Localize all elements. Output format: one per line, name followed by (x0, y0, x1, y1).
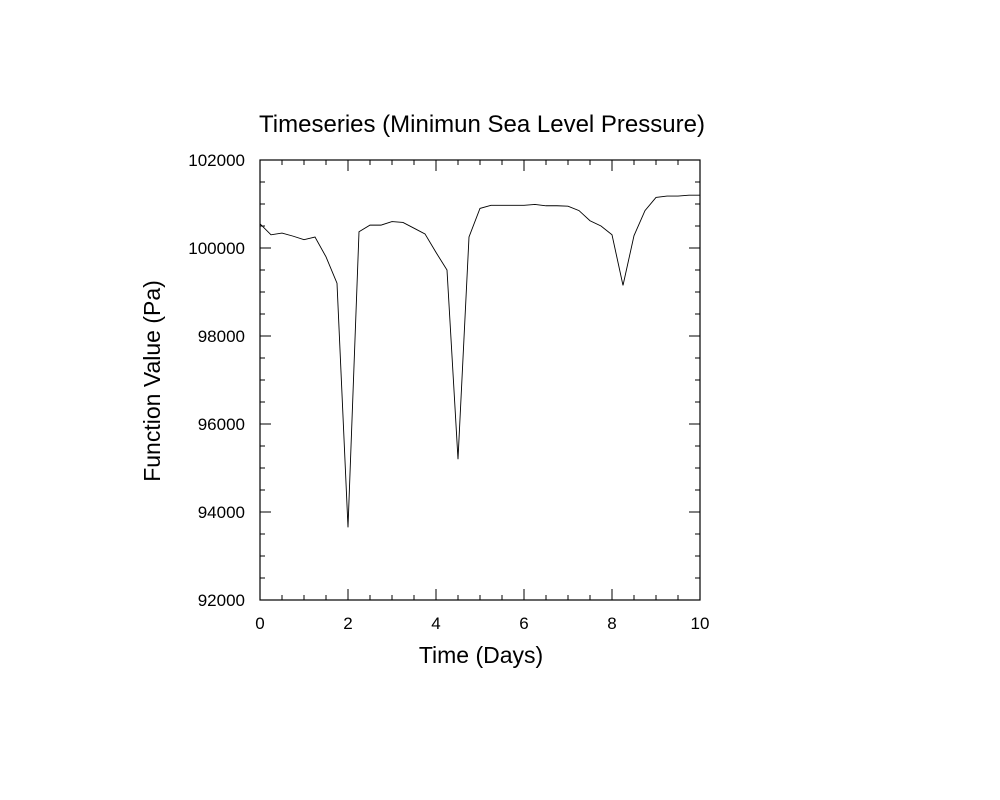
y-tick-label: 102000 (188, 151, 245, 170)
x-tick-label: 6 (519, 614, 528, 633)
y-tick-label: 94000 (198, 503, 245, 522)
x-tick-label: 4 (431, 614, 440, 633)
x-tick-label: 0 (255, 614, 264, 633)
y-tick-label: 100000 (188, 239, 245, 258)
y-tick-label: 98000 (198, 327, 245, 346)
y-tick-label: 96000 (198, 415, 245, 434)
series-line-0 (259, 194, 700, 528)
series-group (259, 194, 700, 528)
x-axis-label: Time (Days) (419, 642, 543, 668)
y-axis-label: Function Value (Pa) (139, 280, 165, 482)
y-tick-label: 92000 (198, 591, 245, 610)
plot-frame-group (259, 159, 701, 601)
chart-title: Timeseries (Minimun Sea Level Pressure) (259, 111, 705, 138)
x-tick-label: 8 (607, 614, 616, 633)
x-tick-label: 2 (343, 614, 352, 633)
ticks-group: 0 2 4 6 8 10 92000 94000 96000 98000 100000 102000 (188, 151, 709, 633)
plot-frame (259, 159, 701, 601)
x-tick-label: 10 (691, 614, 710, 633)
